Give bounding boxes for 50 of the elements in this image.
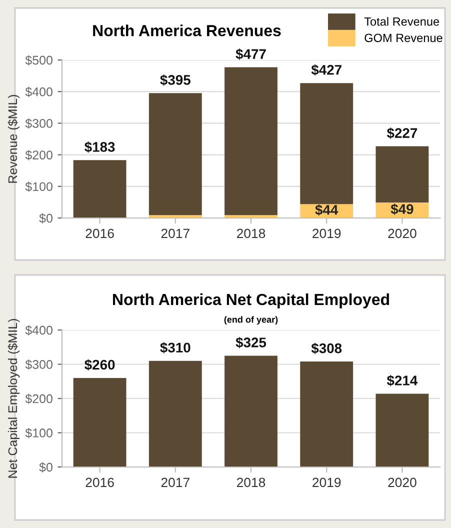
y-tick-label: $300 — [25, 360, 52, 370]
y-tick-label: $400 — [25, 86, 52, 97]
data-label: $310 — [160, 342, 190, 354]
chart-subtitle: (end of year) — [224, 316, 278, 325]
x-tick-label: 2020 — [388, 228, 416, 238]
x-tick-label: 2016 — [86, 478, 114, 488]
y-tick-label: $0 — [39, 462, 52, 472]
data-label: $260 — [84, 359, 115, 371]
bar — [300, 362, 354, 467]
data-label: $214 — [386, 374, 418, 386]
legend-label: Total Revenue — [364, 17, 440, 26]
total-label: $427 — [311, 64, 342, 76]
x-tick-label: 2020 — [388, 478, 416, 488]
x-tick-label: 2016 — [86, 228, 114, 238]
bar — [73, 160, 126, 218]
bar — [376, 394, 429, 467]
bar — [224, 356, 278, 467]
y-tick-label: $300 — [25, 118, 52, 129]
y-tick-label: $200 — [25, 394, 52, 404]
y-tick-label: $500 — [25, 55, 52, 66]
data-label: $44 — [315, 204, 338, 216]
bar — [300, 83, 354, 204]
bar — [376, 146, 429, 203]
data-label: $308 — [311, 342, 342, 354]
x-tick-label: 2019 — [312, 478, 341, 488]
x-tick-label: 2017 — [161, 228, 190, 238]
y-tick-label: $200 — [25, 150, 52, 160]
y-tick-label: $100 — [25, 428, 52, 438]
y-tick-label: $100 — [25, 182, 52, 192]
bar — [148, 93, 202, 216]
total-label: $227 — [386, 128, 418, 139]
x-tick-label: 2017 — [161, 478, 190, 488]
x-tick-label: 2018 — [236, 478, 266, 488]
chart-title: North America Revenues — [93, 24, 281, 36]
chart-title: North America Net Capital Employed — [113, 293, 389, 308]
x-tick-label: 2019 — [312, 228, 341, 238]
bar — [224, 67, 278, 216]
data-label: $49 — [390, 204, 414, 215]
data-label: $325 — [236, 336, 266, 348]
y-tick-label: $0 — [39, 213, 52, 224]
total-label: $477 — [236, 48, 266, 60]
y-axis-title: Net Capital Employed ($MIL) — [8, 319, 20, 478]
x-tick-label: 2018 — [236, 228, 266, 238]
legend-label: GOM Revenue — [364, 34, 442, 42]
total-label: $395 — [160, 74, 190, 86]
y-axis-title: Revenue ($MIL) — [8, 94, 20, 183]
bar — [148, 360, 202, 467]
total-label: $183 — [84, 141, 115, 153]
bar — [73, 378, 126, 467]
y-tick-label: $400 — [25, 325, 52, 336]
